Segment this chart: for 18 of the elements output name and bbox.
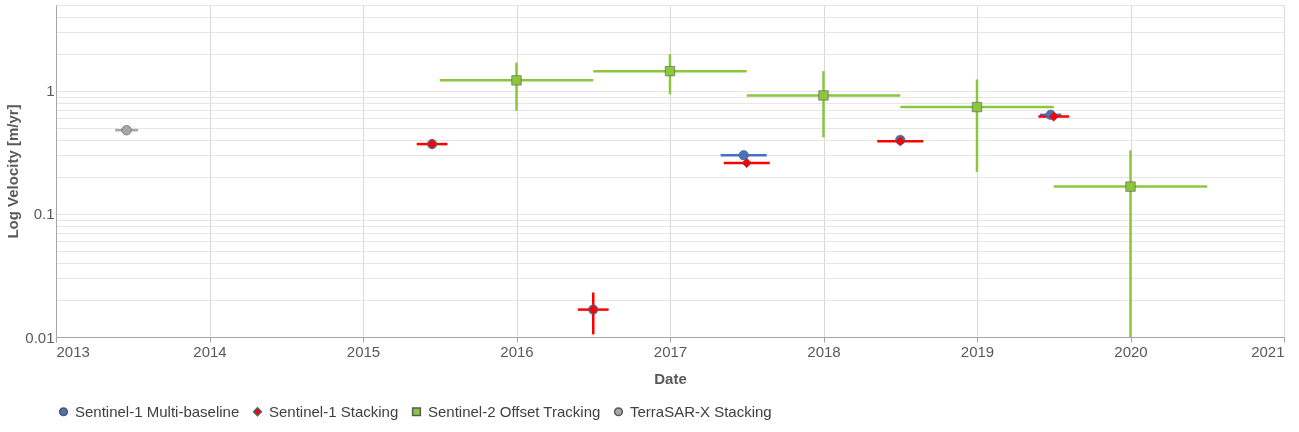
y-axis-title: Log Velocity [m/yr] bbox=[4, 104, 22, 239]
x-tick-label: 2021 bbox=[1251, 342, 1285, 360]
x-tick-label: 2020 bbox=[1114, 342, 1148, 360]
x-tick-label: 2014 bbox=[193, 342, 227, 360]
x-tick-label: 2015 bbox=[346, 342, 381, 360]
y-tick-label: 0.1 bbox=[33, 205, 55, 223]
legend-label: Sentinel-2 Offset Tracking bbox=[428, 402, 601, 420]
legend-label: TerraSAR-X Stacking bbox=[630, 402, 772, 420]
y-tick-label: 1 bbox=[46, 82, 55, 100]
legend-label: Sentinel-1 Stacking bbox=[269, 402, 399, 420]
y-tick-label: 0.01 bbox=[25, 328, 55, 346]
x-tick-label: 2016 bbox=[500, 342, 534, 360]
x-tick-label: 2017 bbox=[653, 342, 688, 360]
x-tick-label: 2018 bbox=[807, 342, 841, 360]
x-tick-label: 2019 bbox=[960, 342, 995, 360]
x-tick-label: 2013 bbox=[56, 342, 90, 360]
legend-label: Sentinel-1 Multi-baseline bbox=[75, 402, 240, 420]
x-axis-title: Date bbox=[654, 369, 687, 387]
